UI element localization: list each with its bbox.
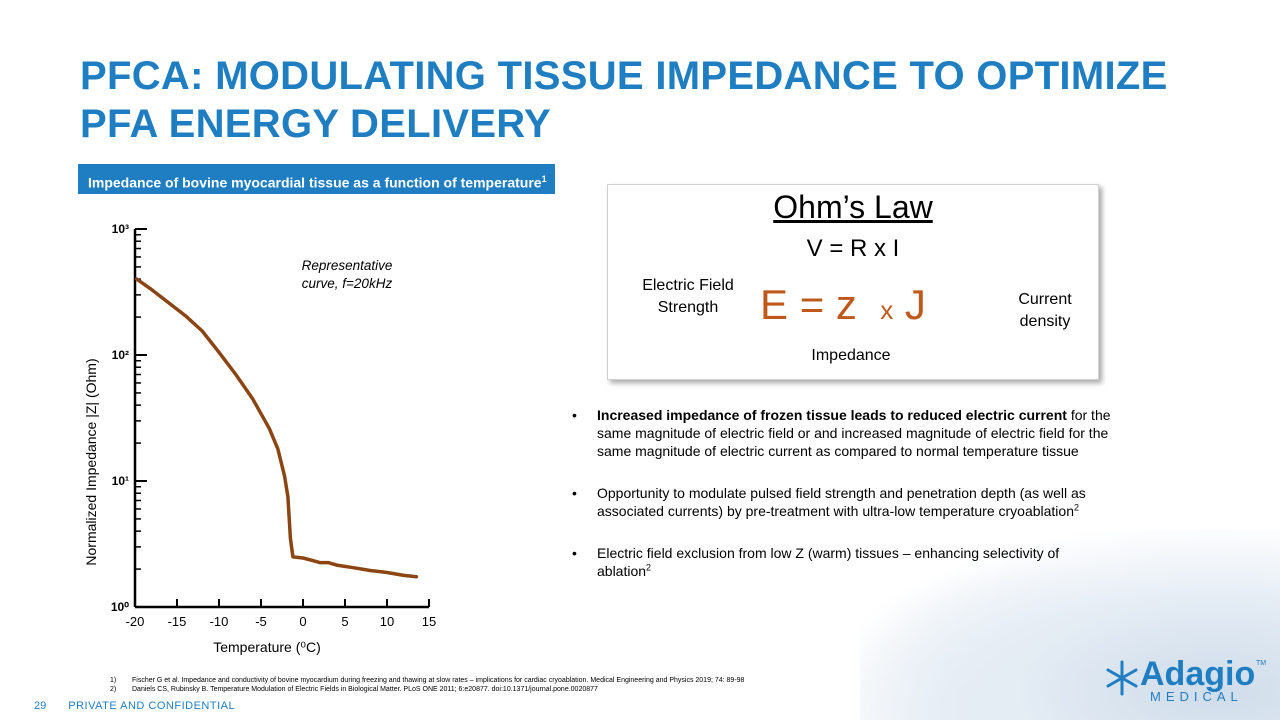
electric-field-label-line1: Electric Field [642, 277, 734, 294]
bullet-item: • Opportunity to modulate pulsed field st… [572, 484, 1112, 520]
y-tick-label: 10² [112, 348, 129, 362]
ohms-law-title: Ohm’s Law [773, 189, 933, 225]
bullet-superscript: 2 [646, 562, 652, 573]
current-density-label-line2: density [1019, 313, 1071, 330]
reference-item: 1) Fischer G et al. Impedance and conduct… [110, 676, 744, 685]
adagio-logo: Adagio TM MEDICAL [1100, 656, 1272, 706]
confidential-label: PRIVATE AND CONFIDENTIAL [68, 700, 236, 712]
impedance-label: Impedance [811, 347, 891, 364]
slide-footer: 29 PRIVATE AND CONFIDENTIAL [34, 700, 235, 712]
x-tick-label: 10 [380, 614, 394, 629]
logo-trademark: TM [1256, 660, 1267, 667]
electric-field-label: Electric Field Strength [628, 275, 748, 319]
impedance-curve [134, 277, 419, 579]
bullet-dot: • [572, 545, 577, 561]
reference-item: 2) Daniels CS, Rubinsky B. Temperature Mo… [110, 685, 744, 694]
eq-j: J [904, 281, 926, 328]
ohms-law-formula: V = R x I [806, 235, 900, 262]
chart-x-axis-label: Temperature (⁰C) [213, 639, 321, 655]
bullet-text: Opportunity to modulate pulsed field str… [597, 485, 1086, 519]
field-equation: E = z x J [760, 281, 926, 329]
reference-number: 2) [110, 686, 117, 693]
x-tick-label: 0 [299, 614, 306, 629]
chart-annotation: Representative curve, f=20kHz [302, 258, 393, 291]
current-density-label: Current density [1000, 289, 1090, 333]
y-tick-label: 10¹ [112, 474, 129, 488]
logo-subtitle: MEDICAL [1150, 689, 1243, 704]
logo-wordmark: Adagio [1140, 655, 1256, 693]
chart-y-axis-label: Normalized Impedance |Z| (Ohm) [83, 358, 99, 565]
annotation-line: Representative [302, 258, 393, 273]
bullet-dot: • [572, 485, 577, 501]
chart-ticks: -20 -15 -10 -5 0 5 10 15 10⁰ 10¹ 10² 10³ [111, 222, 436, 629]
eq-z: z [835, 281, 857, 328]
snowflake-icon [1106, 660, 1138, 696]
eq-e: E [760, 281, 789, 328]
page-number: 29 [34, 700, 47, 712]
reference-text: Daniels CS, Rubinsky B. Temperature Modu… [132, 686, 598, 693]
frost-background [860, 530, 1280, 720]
impedance-chart: -20 -15 -10 -5 0 5 10 15 10⁰ 10¹ 10² 10³ Temperatur… [83, 222, 436, 655]
x-tick-label: -20 [126, 614, 145, 629]
bullet-bold-text: Increased impedance of frozen tissue lea… [597, 407, 1067, 423]
chart-header-superscript: 1 [541, 174, 547, 184]
x-tick-label: 15 [422, 614, 436, 629]
annotation-line: curve, f=20kHz [302, 276, 393, 291]
x-tick-label: -5 [255, 614, 267, 629]
ohms-law-box: Ohm’s Law V = R x I Electric Field Stren… [607, 184, 1099, 380]
bullet-text: for the same magnitude of electric field… [597, 407, 1111, 459]
chart-header-text: Impedance of bovine myocardial tissue as… [88, 174, 542, 191]
bullet-item: • Increased impedance of frozen tissue le… [572, 406, 1112, 460]
x-tick-label: -15 [168, 614, 187, 629]
eq-times: x [880, 295, 894, 325]
x-tick-label: -10 [210, 614, 229, 629]
bullet-list: • Increased impedance of frozen tissue le… [572, 406, 1112, 604]
x-tick-label: 5 [341, 614, 348, 629]
reference-number: 1) [110, 677, 117, 684]
bullet-item: • Electric field exclusion from low Z (wa… [572, 544, 1112, 580]
reference-text: Fischer G et al. Impedance and conductiv… [132, 677, 745, 684]
slide-title: PFCA: MODULATING TISSUE IMPEDANCE TO OPT… [80, 54, 1168, 146]
bullet-dot: • [572, 407, 577, 423]
electric-field-label-line2: Strength [657, 299, 719, 316]
eq-equals: = [799, 281, 825, 328]
references: 1) Fischer G et al. Impedance and conduct… [110, 676, 744, 694]
chart-header: Impedance of bovine myocardial tissue as… [78, 164, 555, 194]
bullet-text: Electric field exclusion from low Z (war… [597, 545, 1060, 579]
chart-axes [133, 229, 429, 609]
y-tick-label: 10³ [112, 222, 129, 236]
bullet-superscript: 2 [1073, 502, 1079, 513]
current-density-label-line1: Current [1018, 291, 1072, 308]
y-tick-label: 10⁰ [111, 600, 129, 614]
